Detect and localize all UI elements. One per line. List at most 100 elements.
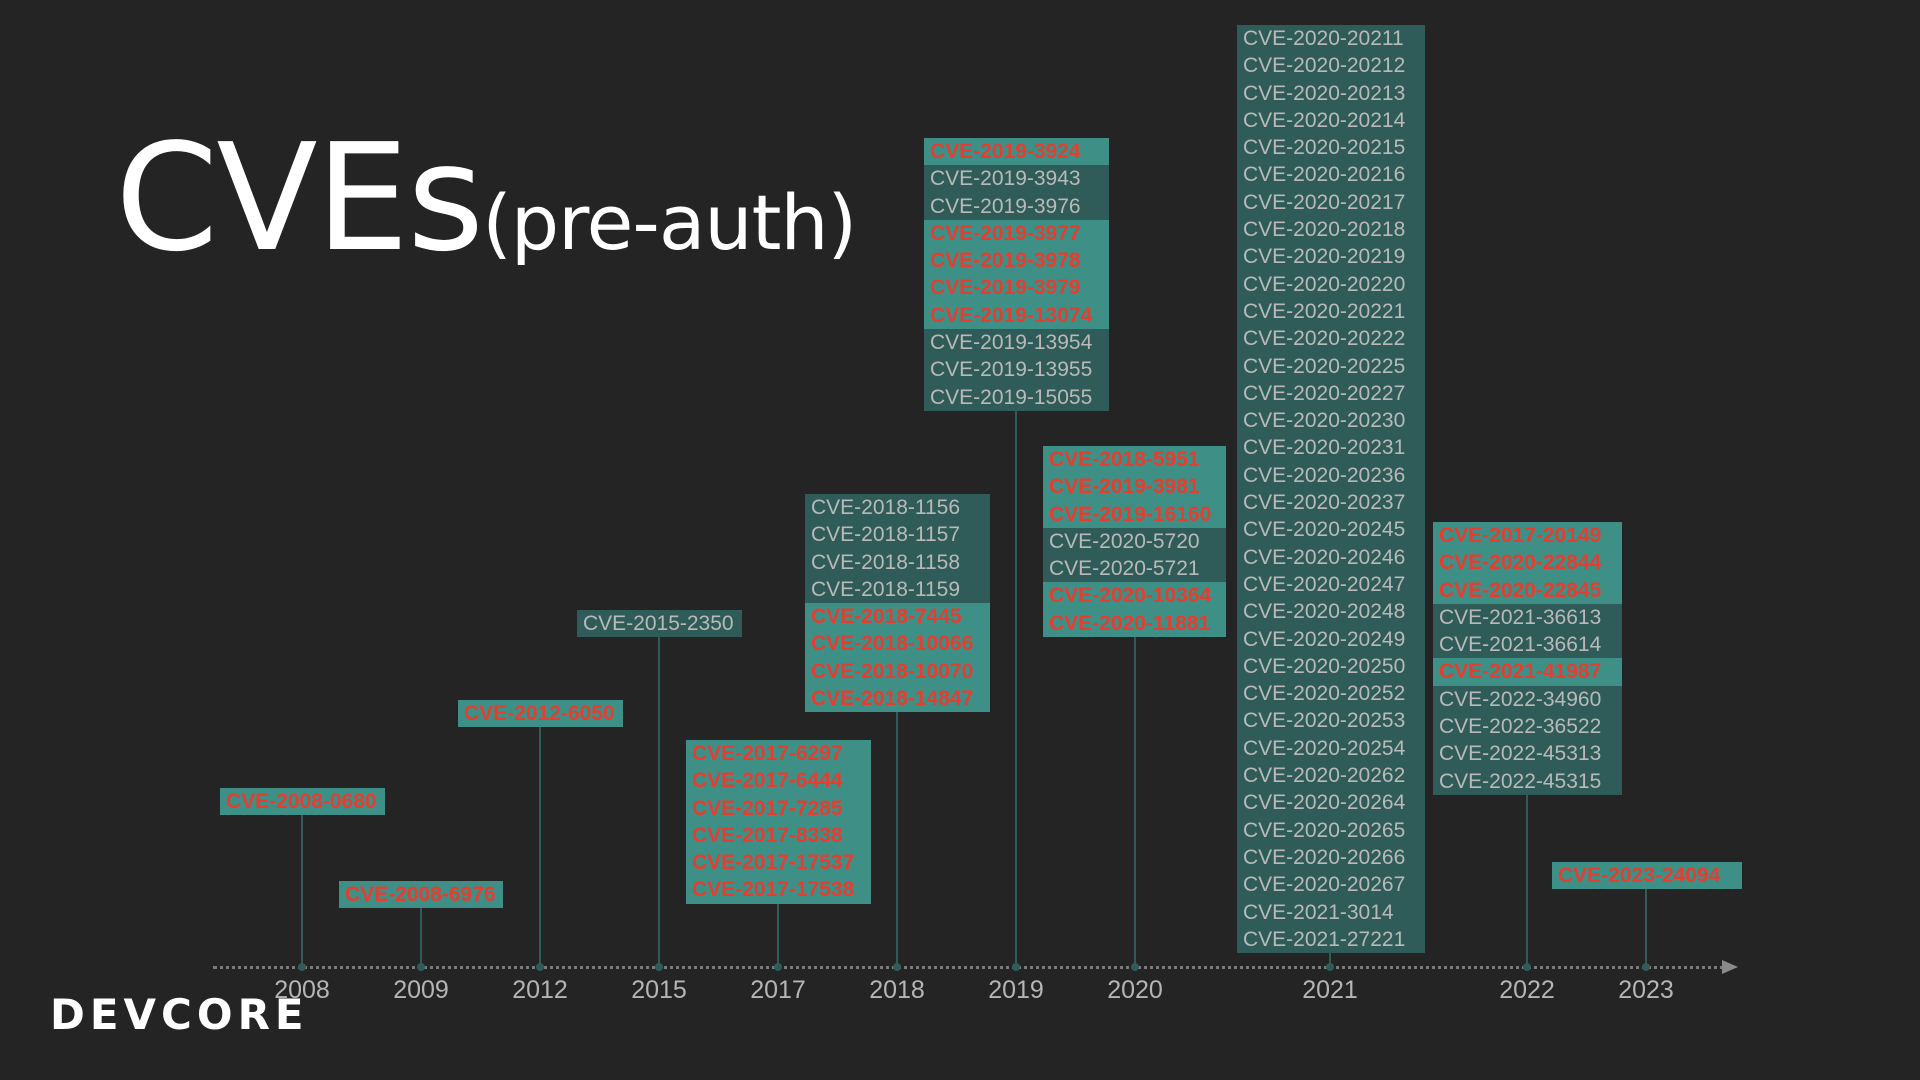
cve-item-critical: CVE-2019-16160 (1043, 500, 1226, 528)
year-label-2018: 2018 (869, 976, 925, 1004)
cve-item-critical: CVE-2012-6050 (458, 700, 623, 728)
cve-item: CVE-2022-36522 (1433, 713, 1622, 741)
cve-group-2020: CVE-2018-5951 CVE-2019-3981 CVE-2019-16160… (1043, 446, 1226, 638)
cve-item: CVE-2021-36614 (1433, 631, 1622, 659)
cve-item: CVE-2022-34960 (1433, 685, 1622, 714)
year-label-2015: 2015 (631, 976, 687, 1004)
cve-item-critical: CVE-2008-6976 (339, 881, 503, 909)
cve-item: CVE-2020-20267 (1237, 871, 1425, 899)
timeline-dot (417, 963, 425, 971)
cve-item: CVE-2020-20227 (1237, 379, 1425, 408)
timeline-connector (420, 908, 422, 967)
cve-item-critical: CVE-2020-10364 (1043, 582, 1226, 610)
cve-item-critical: CVE-2020-22845 (1433, 576, 1622, 604)
cve-item: CVE-2020-20214 (1237, 106, 1425, 135)
cve-group-2022: CVE-2017-20149 CVE-2020-22844 CVE-2020-228… (1433, 522, 1622, 795)
cve-item: CVE-2020-20250 (1237, 652, 1425, 681)
cve-item-critical: CVE-2021-41987 (1433, 658, 1622, 686)
timeline-dot (1523, 963, 1531, 971)
cve-item: CVE-2019-13955 (924, 356, 1109, 384)
cve-item: CVE-2018-1156 (805, 494, 990, 522)
cve-item: CVE-2020-20253 (1237, 707, 1425, 735)
cve-item: CVE-2020-20220 (1237, 270, 1425, 298)
cve-item: CVE-2020-20221 (1237, 297, 1425, 326)
cve-item: CVE-2019-13954 (924, 329, 1109, 357)
year-label-2019: 2019 (988, 976, 1044, 1004)
cve-item-critical: CVE-2018-10070 (805, 657, 990, 686)
cve-item: CVE-2020-20213 (1237, 79, 1425, 107)
cve-item: CVE-2020-20265 (1237, 816, 1425, 844)
devcore-logo: DEVCORE (50, 990, 309, 1039)
timeline-dot (655, 963, 663, 971)
cve-item-critical: CVE-2017-8338 (686, 821, 871, 850)
year-label-2023: 2023 (1618, 976, 1674, 1004)
cve-item-critical: CVE-2017-20149 (1433, 522, 1622, 550)
cve-item: CVE-2020-20237 (1237, 489, 1425, 517)
timeline-connector (777, 903, 779, 967)
year-label-2009: 2009 (393, 976, 449, 1004)
cve-group-2018: CVE-2018-1156 CVE-2018-1157 CVE-2018-1158 C… (805, 494, 990, 713)
cve-item: CVE-2020-20245 (1237, 516, 1425, 544)
cve-item: CVE-2020-5720 (1043, 527, 1226, 556)
timeline-connector (658, 637, 660, 967)
timeline-connector (1329, 953, 1331, 967)
cve-item: CVE-2020-20225 (1237, 352, 1425, 380)
cve-item: CVE-2022-45313 (1433, 740, 1622, 768)
cve-item: CVE-2020-20219 (1237, 243, 1425, 271)
cve-item: CVE-2020-20248 (1237, 598, 1425, 626)
slide-title: CVEs(pre-auth) (115, 112, 857, 284)
timeline-connector (896, 712, 898, 967)
cve-item: CVE-2020-20262 (1237, 762, 1425, 790)
cve-item: CVE-2018-1157 (805, 521, 990, 549)
cve-item: CVE-2021-3014 (1237, 898, 1425, 926)
cve-item: CVE-2022-45315 (1433, 767, 1622, 795)
cve-item: CVE-2020-20264 (1237, 789, 1425, 817)
cve-item-critical: CVE-2019-3924 (924, 138, 1109, 166)
cve-item-critical: CVE-2018-10066 (805, 630, 990, 658)
cve-item-critical: CVE-2017-6444 (686, 767, 871, 795)
timeline-axis (213, 966, 1731, 969)
cve-item-critical: CVE-2017-17537 (686, 849, 871, 877)
cve-item: CVE-2021-36613 (1433, 603, 1622, 632)
cve-item-critical: CVE-2017-7285 (686, 794, 871, 822)
cve-group-2009: CVE-2008-6976 (339, 881, 503, 909)
year-label-2021: 2021 (1302, 976, 1358, 1004)
cve-group-2023: CVE-2023-24094 (1552, 862, 1742, 890)
year-label-2020: 2020 (1107, 976, 1163, 1004)
year-label-2022: 2022 (1499, 976, 1555, 1004)
cve-item: CVE-2020-20215 (1237, 134, 1425, 162)
cve-item: CVE-2018-1159 (805, 575, 990, 604)
cve-group-2008: CVE-2008-0680 (220, 788, 385, 816)
timeline-connector (301, 815, 303, 967)
axis-arrow-icon (1722, 960, 1738, 974)
cve-item-critical: CVE-2008-0680 (220, 788, 385, 816)
cve-item: CVE-2020-5721 (1043, 555, 1226, 583)
timeline-dot (1326, 963, 1334, 971)
cve-item: CVE-2020-20249 (1237, 625, 1425, 653)
cve-item: CVE-2020-20231 (1237, 434, 1425, 462)
cve-item: CVE-2018-1158 (805, 548, 990, 576)
cve-item: CVE-2020-20266 (1237, 843, 1425, 872)
cve-item-critical: CVE-2017-6297 (686, 740, 871, 768)
cve-group-2012: CVE-2012-6050 (458, 700, 623, 728)
cve-item-critical: CVE-2018-14847 (805, 685, 990, 713)
title-subtitle: (pre-auth) (482, 178, 857, 267)
cve-item: CVE-2020-20254 (1237, 734, 1425, 763)
cve-item: CVE-2020-20217 (1237, 188, 1425, 217)
cve-item-critical: CVE-2019-3977 (924, 219, 1109, 248)
cve-item-critical: CVE-2019-13074 (924, 301, 1109, 330)
timeline-connector (1645, 889, 1647, 967)
cve-item: CVE-2020-20216 (1237, 161, 1425, 189)
cve-item: CVE-2015-2350 (577, 610, 742, 638)
cve-item: CVE-2020-20247 (1237, 570, 1425, 599)
cve-item-critical: CVE-2023-24094 (1552, 862, 1742, 890)
cve-item-critical: CVE-2019-3978 (924, 247, 1109, 275)
cve-item: CVE-2021-27221 (1237, 925, 1425, 954)
cve-item-critical: CVE-2020-11881 (1043, 609, 1226, 638)
cve-item: CVE-2020-20211 (1237, 25, 1425, 53)
timeline-dot (536, 963, 544, 971)
year-label-2017: 2017 (750, 976, 806, 1004)
cve-item: CVE-2020-20222 (1237, 325, 1425, 353)
cve-item: CVE-2020-20218 (1237, 216, 1425, 244)
cve-item-critical: CVE-2020-22844 (1433, 549, 1622, 577)
